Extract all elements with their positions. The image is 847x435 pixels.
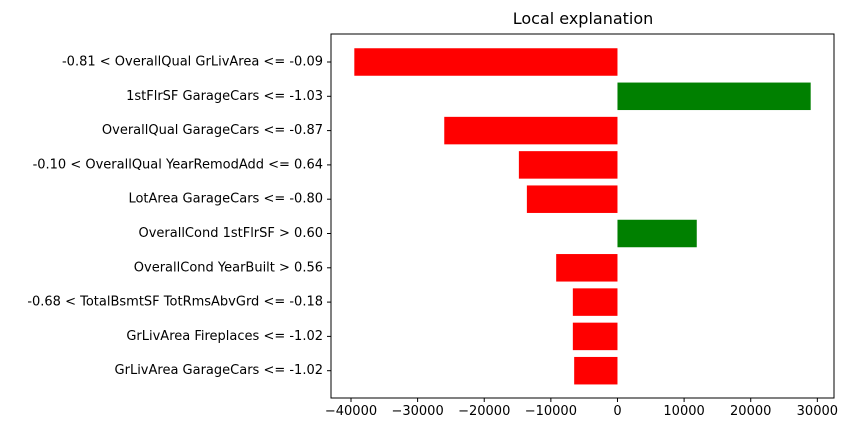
y-tick-label-3: -0.10 < OverallQual YearRemodAdd <= 0.64 — [33, 157, 323, 172]
bar-4 — [526, 185, 618, 213]
x-tick-label-0: −40000 — [325, 404, 377, 419]
bar-0 — [354, 48, 618, 76]
x-ticks: −40000 −30000 −20000 −10000 0 10000 20000 30000 — [325, 398, 838, 419]
y-tick-label-2: OverallQual GarageCars <= -0.87 — [102, 123, 323, 138]
y-tick-label-5: OverallCond 1stFlrSF > 0.60 — [138, 226, 323, 241]
y-tick-label-8: GrLivArea Fireplaces <= -1.02 — [126, 329, 323, 344]
x-tick-label-5: 10000 — [663, 404, 704, 419]
y-tick-label-6: OverallCond YearBuilt > 0.56 — [134, 260, 323, 275]
bar-9 — [574, 356, 618, 385]
x-tick-label-2: −20000 — [458, 404, 510, 419]
bar-6 — [556, 254, 618, 282]
y-tick-labels: -0.81 < OverallQual GrLivArea <= -0.09 1s… — [27, 55, 331, 378]
bar-3 — [518, 151, 618, 179]
x-tick-label-4: 0 — [613, 404, 621, 419]
y-tick-label-1: 1stFlrSF GarageCars <= -1.03 — [126, 89, 323, 104]
y-tick-label-0: -0.81 < OverallQual GrLivArea <= -0.09 — [62, 55, 323, 70]
y-tick-label-9: GrLivArea GarageCars <= -1.02 — [115, 363, 323, 378]
x-tick-label-1: −30000 — [391, 404, 443, 419]
bar-1 — [617, 82, 811, 111]
x-tick-label-7: 30000 — [797, 404, 838, 419]
x-tick-label-6: 20000 — [730, 404, 771, 419]
y-tick-label-7: -0.68 < TotalBsmtSF TotRmsAbvGrd <= -0.1… — [27, 295, 323, 310]
x-tick-label-3: −10000 — [525, 404, 577, 419]
bars-group — [354, 48, 811, 385]
y-tick-label-4: LotArea GarageCars <= -0.80 — [128, 192, 323, 207]
bar-2 — [444, 116, 618, 145]
bar-7 — [572, 288, 618, 316]
bar-5 — [617, 219, 697, 248]
bar-8 — [572, 322, 618, 351]
plot-area-frame — [330, 33, 835, 399]
chart-title: Local explanation — [513, 9, 654, 28]
